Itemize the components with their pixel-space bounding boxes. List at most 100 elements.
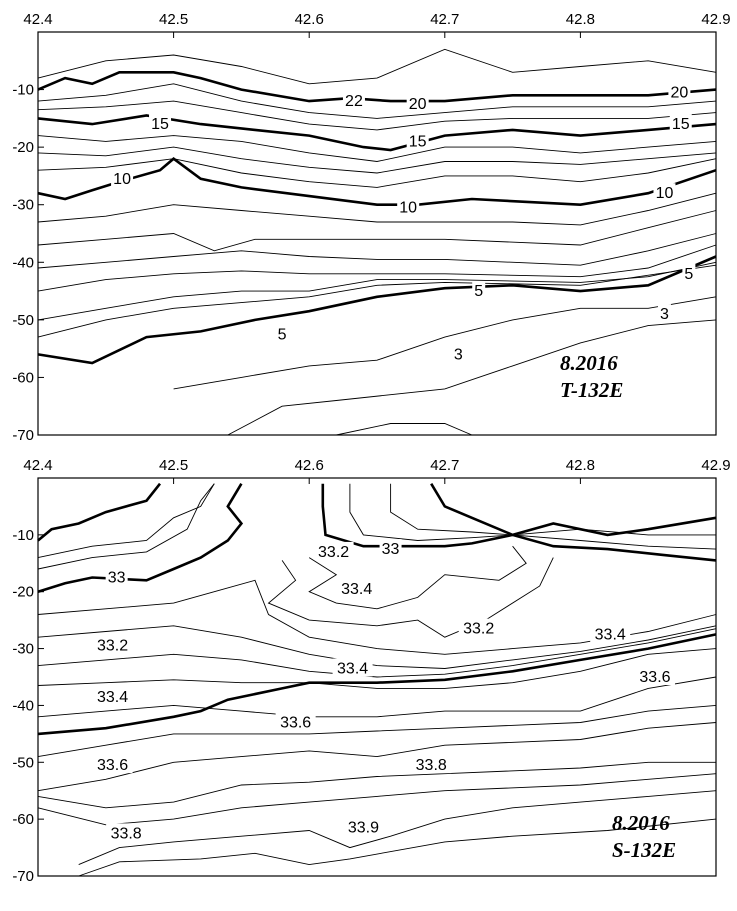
y-tick-label: -70: [12, 427, 34, 444]
contour-label: 20: [409, 96, 427, 113]
contour-line: [37, 100, 717, 131]
panel-title: T-132E: [560, 378, 623, 402]
salinity-section-panel: 42.4 42.5 42.6 42.7 42.8 42.9 -10 -20 -30 -40 -50 -…: [12, 457, 730, 885]
y-tick-label: -60: [12, 369, 34, 386]
contour-label: 33: [382, 541, 400, 558]
contour-label-bg: [451, 344, 465, 363]
contour-label-bg: [397, 197, 420, 216]
x-tick-label: 42.9: [701, 11, 730, 28]
x-tick-label: 42.9: [701, 457, 730, 474]
contour-label-bg: [92, 635, 133, 654]
contour-label: 3: [454, 346, 463, 363]
contour-line: [173, 296, 717, 390]
y-tick-label: -20: [12, 139, 34, 156]
panel-title: S-132E: [612, 838, 676, 862]
contour-line: [37, 579, 717, 655]
contour-label-bg: [411, 755, 452, 774]
x-tick-label: 42.7: [430, 457, 459, 474]
contour-line: [37, 628, 717, 678]
x-tick-label: 42.4: [23, 457, 52, 474]
contour-label: 15: [409, 133, 427, 150]
contour-line-thick: [37, 482, 162, 542]
contour-label-bg: [106, 823, 147, 842]
y-tick-label: -10: [12, 527, 34, 544]
contour-line-thick: [430, 483, 717, 537]
contour-line-thick: [37, 483, 244, 593]
contour-label: 33.9: [348, 820, 379, 837]
contour-label-bg: [313, 541, 354, 560]
contour-label: 5: [684, 266, 693, 283]
x-tick-label: 42.8: [566, 457, 595, 474]
contour-line-thick: [37, 255, 717, 365]
contour-line: [37, 483, 215, 570]
contour-label: 33.8: [416, 757, 447, 774]
contour-label-bg: [653, 183, 676, 202]
contour-label: 10: [656, 185, 674, 202]
contour-label-bg: [111, 168, 134, 187]
contour-line-thick: [37, 114, 717, 152]
contour-label: 10: [113, 171, 131, 188]
contour-label-bg: [458, 618, 499, 637]
contour-label-bg: [669, 114, 692, 133]
contour-label-bg: [657, 304, 671, 323]
contour-label-bg: [342, 91, 365, 110]
y-tick-label: -30: [12, 641, 34, 658]
contour-label-bg: [275, 324, 289, 343]
y-tick-label: -60: [12, 811, 34, 828]
y-tick-label: -10: [12, 82, 34, 99]
contour-label-bg: [92, 755, 133, 774]
contour-line: [37, 761, 716, 809]
contour-line: [37, 244, 717, 292]
x-tick-label: 42.5: [159, 457, 188, 474]
contour-label-bg: [275, 712, 316, 731]
contour-line: [37, 676, 717, 718]
x-tick-label: 42.4: [23, 11, 52, 28]
contour-line: [37, 146, 717, 174]
y-tick-label: -40: [12, 254, 34, 271]
contour-line: [390, 483, 716, 536]
contour-line: [227, 319, 717, 436]
x-tick-label: 42.7: [430, 11, 459, 28]
contour-label: 5: [474, 283, 483, 300]
contour-label: 15: [672, 116, 690, 133]
contour-label-bg: [406, 131, 429, 150]
contour-label-bg: [92, 686, 133, 705]
contour-line-thick: [37, 71, 717, 103]
contour-label: 33.4: [595, 626, 626, 643]
y-tick-label: -50: [12, 312, 34, 329]
contour-line: [37, 83, 717, 119]
contour-line: [37, 233, 717, 269]
contour-line: [37, 261, 717, 321]
contour-line: [37, 648, 717, 689]
contour-label: 33.6: [97, 757, 128, 774]
y-tick-label: -30: [12, 197, 34, 214]
contour-line: [37, 135, 717, 162]
panel-title: 8.2016: [612, 811, 670, 835]
contour-line: [336, 423, 473, 436]
contour-label-bg: [590, 624, 631, 643]
contour-line: [78, 818, 717, 877]
contour-line: [37, 773, 717, 826]
contour-line-thick: [37, 633, 717, 736]
x-tick-label: 42.5: [159, 11, 188, 28]
contour-label-bg: [406, 93, 429, 112]
contour-label: 33.4: [341, 581, 372, 598]
contour-label: 22: [345, 93, 363, 110]
contour-label: 20: [670, 84, 688, 101]
contour-line: [267, 557, 554, 638]
contour-label: 33.6: [639, 669, 670, 686]
contour-label: 33.6: [280, 714, 311, 731]
contour-label-bg: [634, 667, 675, 685]
contour-label: 33.2: [318, 544, 349, 561]
contour-label: 33.4: [337, 660, 368, 677]
temperature-section-panel: 42.4 42.5 42.6 42.7 42.8 42.9 -10 -20 -30 -40 -50 -…: [12, 11, 730, 444]
x-tick-label: 42.6: [295, 457, 324, 474]
contour-line: [37, 264, 717, 338]
contour-line-thick: [321, 483, 717, 562]
y-tick-label: -40: [12, 697, 34, 714]
contour-label: 10: [399, 200, 417, 217]
contour-label: 33: [108, 570, 126, 587]
contour-label: 33.2: [463, 621, 494, 638]
contour-line: [37, 483, 215, 559]
